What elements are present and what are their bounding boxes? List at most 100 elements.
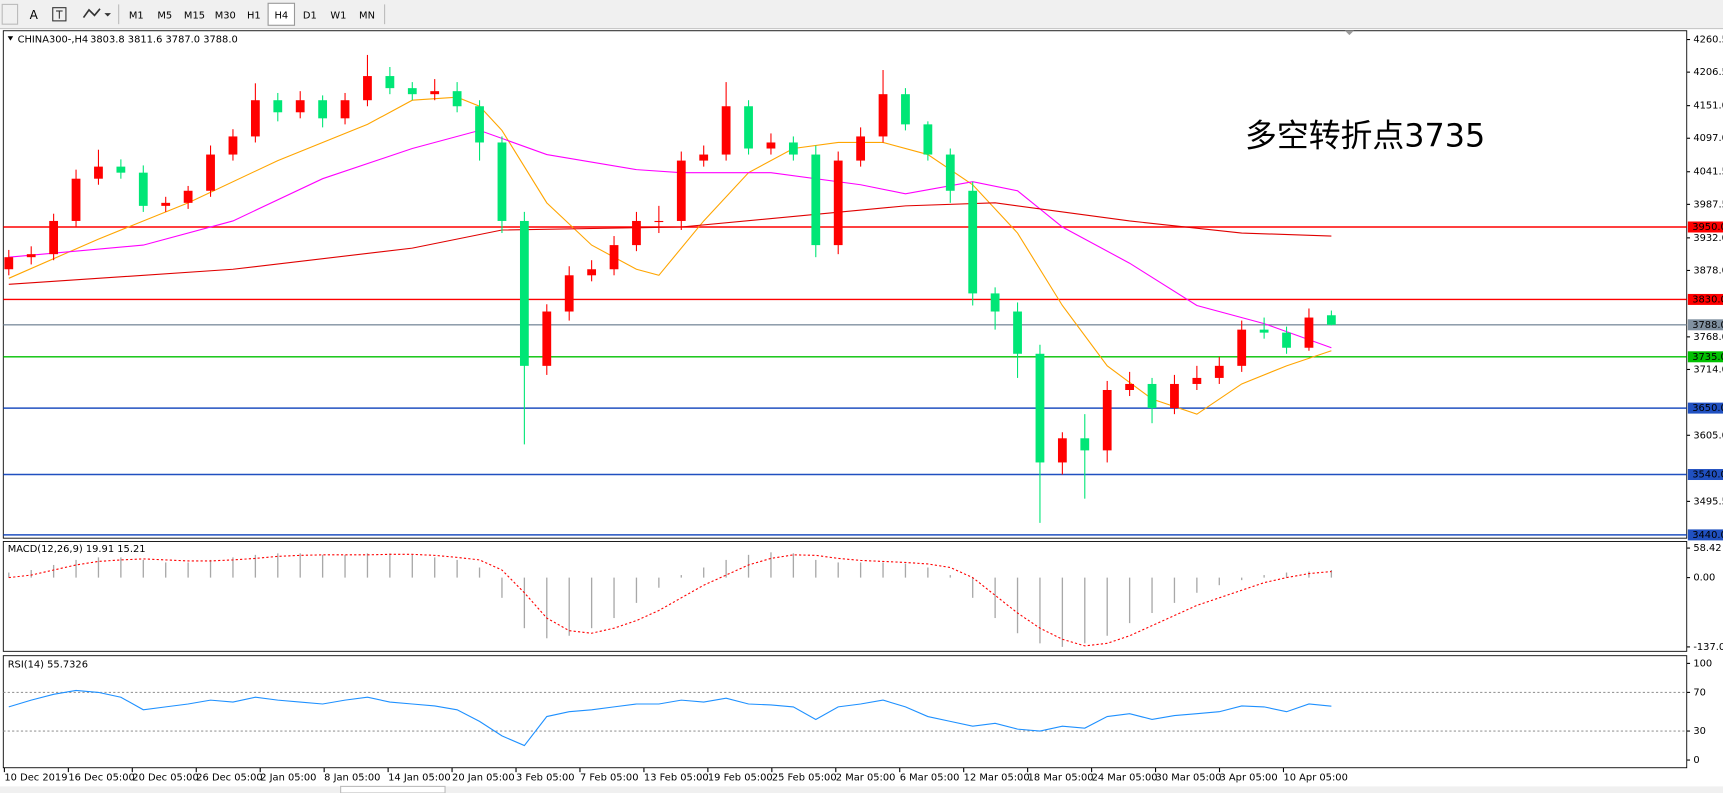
x-tick-label: 26 Dec 05:00 [196,773,262,784]
timeframe-button[interactable]: M15 [184,10,205,21]
candle-body [1035,353,1045,463]
timeframe-active[interactable] [267,2,296,26]
candle-body [4,257,14,270]
level-label-box [1687,293,1723,305]
x-tick-label: 25 Feb 05:00 [772,773,837,784]
candle-body [273,100,283,113]
timeframe-button[interactable]: MN [359,10,375,21]
rsi-line [8,689,1332,747]
annotation: 多空转折点3735 [1245,116,1485,154]
x-tick-label: 13 Feb 05:00 [644,773,709,784]
y-tick-label: 3768.0 [1693,332,1723,343]
y-tick-label: 3932.0 [1693,233,1723,244]
candle-body [519,220,529,366]
candle-body [699,154,709,161]
candle-body [968,190,978,294]
tab[interactable] [340,785,446,793]
candle-body [318,100,328,119]
dropdown-arrow[interactable] [104,13,111,17]
timeframe-button[interactable]: M5 [157,10,172,21]
x-tick-label: 7 Feb 05:00 [580,773,639,784]
timeframe-button[interactable]: M1 [129,10,144,21]
x-tick-label: 14 Jan 05:00 [388,773,451,784]
x-tick-label: 12 Mar 05:00 [964,773,1030,784]
candle-body [116,166,126,173]
candle-body [1259,329,1269,333]
tool-label[interactable]: A [30,8,39,22]
candle-body [295,100,305,113]
main-panel [2,30,1688,539]
candle-body [923,124,933,155]
candle-body [878,94,888,137]
candle-body [1192,377,1202,384]
x-tick-label: 16 Dec 05:00 [68,773,134,784]
tab-strip [0,786,1723,793]
y-tick-label: 30 [1693,726,1706,737]
arrows-tool[interactable] [82,8,101,19]
candle-body [1147,383,1157,409]
candle-body [744,106,753,149]
candle-body [475,106,484,143]
chart-title: CHINA300-,H4 [18,35,89,46]
candle-body [1013,311,1022,354]
text-tool[interactable] [52,7,67,22]
candle-body [340,100,350,119]
candle-body [407,88,417,95]
level-label-box [1687,529,1723,541]
level-label: 3440.0 [1692,530,1723,541]
x-tick-label: 30 Mar 05:00 [1156,773,1222,784]
y-tick-label: 100 [1693,658,1712,669]
x-tick-label: 20 Dec 05:00 [132,773,198,784]
y-tick-label: 3495.5 [1693,496,1723,507]
candle-body [587,269,597,276]
candle-body [26,254,36,258]
x-tick-label: 24 Mar 05:00 [1092,773,1158,784]
candle-body [430,91,440,95]
candle-body [609,245,619,270]
shift-marker [1344,30,1354,36]
x-tick-label: 10 Apr 05:00 [1283,773,1347,784]
timeframe-button[interactable]: W1 [330,10,346,21]
y-tick-label: 3987.5 [1693,199,1723,210]
moving-average [8,202,1332,285]
candle-body [788,142,798,155]
candle-body [676,160,686,221]
timeframe-button[interactable]: H4 [274,10,288,21]
x-tick-label: 2 Jan 05:00 [260,773,316,784]
candle-body [1214,365,1224,378]
timeframe-button[interactable]: H1 [247,10,261,21]
candle-body [990,293,1000,312]
candle-body [71,178,81,221]
x-tick-label: 10 Dec 2019 [4,773,67,784]
candle-body [1282,332,1291,348]
title-arrow [7,36,14,41]
y-tick-label: 4151.0 [1693,101,1723,112]
moving-average [8,129,1332,349]
macd-signal [8,553,1332,647]
x-tick-label: 6 Mar 05:00 [900,773,960,784]
candle-body [452,91,462,107]
level-label: 3650.0 [1692,403,1723,414]
x-tick-label: 19 Feb 05:00 [708,773,773,784]
candle-body [183,190,193,203]
candle-body [228,136,238,155]
y-tick-label: 0 [1693,755,1699,766]
level-label: 3950.0 [1692,222,1723,233]
candle-body [901,94,910,125]
x-tick-label: 8 Jan 05:00 [324,773,380,784]
macd-panel [2,541,1688,652]
level-label: 3540.0 [1692,470,1723,481]
candle-body [497,142,507,221]
candle-body [945,154,955,191]
candle-body [856,136,866,161]
y-tick-label: 3878.0 [1693,265,1723,276]
y-tick-label: 0.00 [1693,573,1715,584]
cursor-tool[interactable] [1,3,19,25]
candle-body [94,166,103,179]
candle-body [1304,317,1314,348]
candle-body [564,275,574,312]
timeframe-button[interactable]: M30 [215,10,236,21]
timeframe-button[interactable]: D1 [303,10,317,21]
candle-body [385,76,395,89]
